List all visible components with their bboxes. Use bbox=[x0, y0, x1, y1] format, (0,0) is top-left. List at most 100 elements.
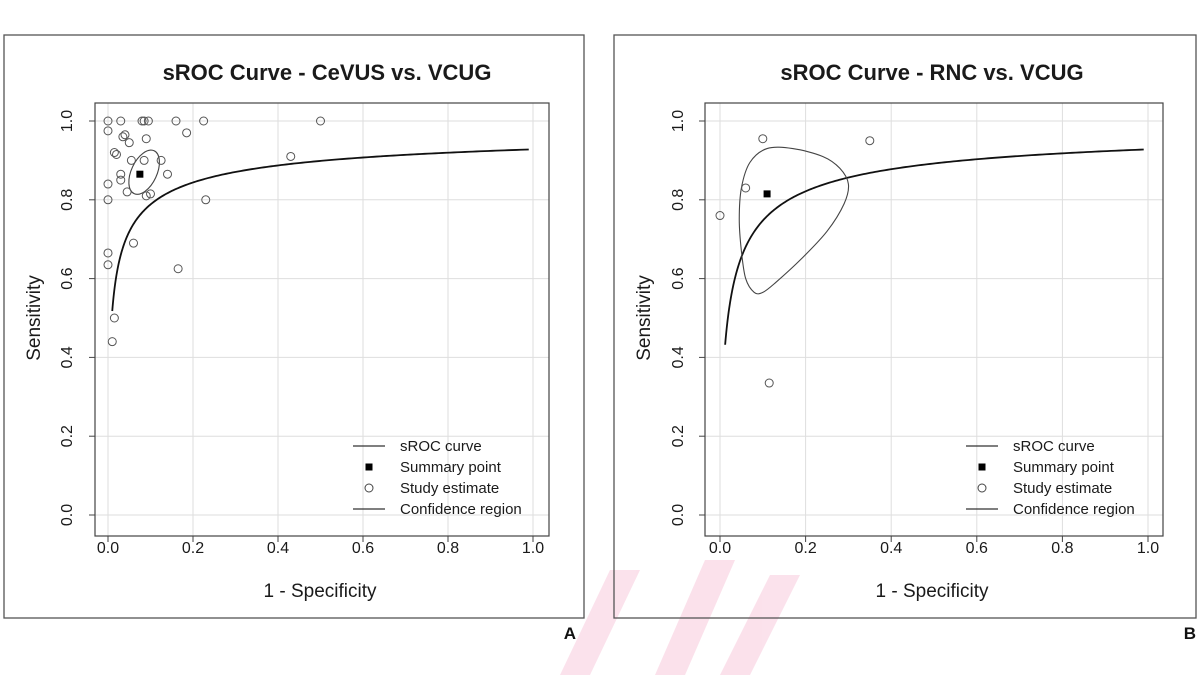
panel-a-letter: A bbox=[564, 624, 576, 643]
panel-a-summary-point bbox=[136, 170, 144, 178]
panel-a-x-tick-label: 0.0 bbox=[97, 540, 119, 557]
panel-a-study-estimate-point bbox=[103, 248, 113, 258]
panel-b-letter: B bbox=[1184, 624, 1196, 643]
panel-a-plot-frame bbox=[94, 102, 550, 537]
panel-a-y-tick-label: 0.8 bbox=[59, 189, 76, 211]
panel-a-study-estimate-point bbox=[139, 116, 149, 126]
panel-b-gridlines bbox=[705, 103, 1163, 536]
panel-a-x-tick-label: 0.4 bbox=[267, 540, 289, 557]
panel-a-study-estimate-point bbox=[107, 337, 117, 347]
panel-a-y-tick-label: 0.0 bbox=[59, 504, 76, 526]
panel-b-x-tick-label: 0.0 bbox=[709, 540, 731, 557]
panel-a-study-estimate-point bbox=[141, 191, 151, 201]
panel-a-study-estimate-point bbox=[182, 128, 192, 138]
panel-b-ticks: 0.0 0.2 0.4 0.6 0.8 1.0 0.0 0.2 0.4 0.6 0.8 1.0 bbox=[670, 110, 1159, 557]
panel-a-study-estimate-point bbox=[103, 126, 113, 136]
panel-a-study-estimate-point bbox=[109, 148, 119, 158]
panel-a-x-tick-label: 0.8 bbox=[437, 540, 459, 557]
panel-a-study-estimate-point bbox=[124, 138, 134, 148]
panel-a-study-estimate-point bbox=[116, 116, 126, 126]
panel-a-study-estimate-point bbox=[116, 169, 126, 179]
panel-b-x-tick-label: 1.0 bbox=[1137, 540, 1159, 557]
panel-a-study-estimate-point bbox=[103, 179, 113, 189]
panel-a-study-estimate-point bbox=[286, 151, 296, 161]
panel-b-study-estimate-point bbox=[741, 183, 751, 193]
panel-a-y-tick-label: 0.2 bbox=[59, 425, 76, 447]
panel-b-plot bbox=[715, 134, 1144, 388]
panel-b-summary-point bbox=[763, 190, 771, 198]
panel-b-y-tick-label: 0.2 bbox=[670, 425, 687, 447]
panel-a-legend-circle-marker bbox=[364, 483, 374, 493]
panel-a-study-estimate-point bbox=[116, 175, 126, 185]
panel-a-x-tick-label: 0.6 bbox=[352, 540, 374, 557]
panel-b-y-tick-label: 1.0 bbox=[670, 110, 687, 132]
panel-b-legend-circle-marker bbox=[977, 483, 987, 493]
panel-b-x-tick-label: 0.6 bbox=[966, 540, 988, 557]
panel-a-y-axis-label: Sensitivity bbox=[24, 275, 45, 361]
panel-a-sroc-curve bbox=[111, 148, 529, 312]
panel-a-study-estimate-point bbox=[139, 155, 149, 165]
panel-b-confidence-region bbox=[738, 146, 850, 295]
panel-b-legend: sROC curve Summary point Study estimate Con… bbox=[966, 438, 1135, 518]
panel-a-title: sROC Curve - CeVUS vs. VCUG bbox=[163, 60, 492, 85]
panel-a-study-estimate-point bbox=[129, 238, 138, 248]
panel-a-study-estimate-point bbox=[122, 187, 132, 197]
panel-a-frame bbox=[3, 34, 585, 619]
panel-b-study-estimate-point bbox=[865, 136, 875, 146]
panel-a-study-estimate-point bbox=[112, 149, 121, 159]
panel-a-study-estimate-point bbox=[103, 260, 113, 270]
panel-b-study-estimate-point bbox=[764, 378, 774, 388]
panel-a-study-estimate-point bbox=[143, 116, 153, 126]
panel-b-y-tick-label: 0.0 bbox=[670, 504, 687, 526]
panel-a-study-estimate-point bbox=[137, 116, 147, 126]
panel-a-x-axis-label: 1 - Specificity bbox=[264, 581, 377, 602]
panel-b: sROC Curve - RNC vs. VCUG 0.0 0.2 0.4 0.6 0.… bbox=[613, 34, 1197, 643]
panel-a-legend: sROC curve Summary point Study estimate Con… bbox=[353, 438, 522, 518]
panel-a-study-estimate-point bbox=[146, 189, 155, 199]
panel-b-legend-label: Confidence region bbox=[1013, 501, 1135, 518]
panel-a-y-tick-label: 1.0 bbox=[59, 110, 76, 132]
panel-b-legend-label: Summary point bbox=[1013, 459, 1115, 476]
panel-b-x-tick-label: 0.4 bbox=[880, 540, 902, 557]
panel-b-y-tick-label: 0.4 bbox=[670, 346, 687, 368]
panel-a-gridlines bbox=[95, 103, 549, 536]
panel-a-study-estimate-point bbox=[171, 116, 181, 126]
panel-a-study-estimate-point bbox=[103, 195, 113, 205]
panel-a-plot bbox=[103, 116, 529, 347]
panel-b-legend-label: sROC curve bbox=[1013, 438, 1095, 455]
panel-b-title: sROC Curve - RNC vs. VCUG bbox=[780, 60, 1083, 85]
panel-a-study-estimate-point bbox=[109, 313, 119, 323]
panel-a-legend-label: Study estimate bbox=[400, 480, 499, 497]
panel-b-x-tick-label: 0.8 bbox=[1051, 540, 1073, 557]
panel-a-study-estimate-point bbox=[120, 130, 130, 140]
panel-a-study-estimate-point bbox=[118, 132, 128, 142]
panel-b-y-axis-label: Sensitivity bbox=[634, 275, 655, 361]
panel-a-study-estimate-point bbox=[316, 116, 325, 126]
panel-a-legend-square-marker bbox=[365, 463, 373, 471]
panel-a-study-estimate-point bbox=[173, 264, 183, 274]
panel-a-confidence-region bbox=[128, 149, 160, 195]
panel-b-y-tick-label: 0.6 bbox=[670, 267, 687, 289]
panel-a-study-estimate-point bbox=[141, 134, 151, 144]
panel-a: sROC Curve - CeVUS vs. VCUG 0.0 0.2 0.4 0.6… bbox=[3, 34, 585, 643]
panel-b-study-estimate-point bbox=[715, 211, 725, 221]
panel-a-study-estimate-point bbox=[126, 155, 136, 165]
panel-b-sroc-curve bbox=[724, 148, 1144, 345]
panel-b-x-tick-label: 0.2 bbox=[794, 540, 816, 557]
panel-a-study-estimate-point bbox=[199, 116, 209, 126]
panel-a-legend-label: Confidence region bbox=[400, 501, 522, 518]
panel-b-x-axis-label: 1 - Specificity bbox=[876, 581, 989, 602]
panel-b-plot-frame bbox=[704, 102, 1164, 537]
panel-a-x-tick-label: 0.2 bbox=[182, 540, 204, 557]
panel-b-y-tick-label: 0.8 bbox=[670, 189, 687, 211]
panel-b-legend-square-marker bbox=[978, 463, 986, 471]
panel-b-frame bbox=[613, 34, 1197, 619]
panel-a-study-estimate-point bbox=[103, 116, 113, 126]
panel-a-x-tick-label: 1.0 bbox=[522, 540, 544, 557]
panel-a-study-estimate-point bbox=[163, 169, 172, 179]
panel-a-legend-label: Summary point bbox=[400, 459, 502, 476]
panel-a-ticks: 0.0 0.2 0.4 0.6 0.8 1.0 0.0 0.2 0.4 0.6 0.8 1.0 bbox=[59, 110, 544, 557]
panel-a-y-tick-label: 0.4 bbox=[59, 346, 76, 368]
panel-a-study-estimate-point bbox=[156, 155, 166, 165]
